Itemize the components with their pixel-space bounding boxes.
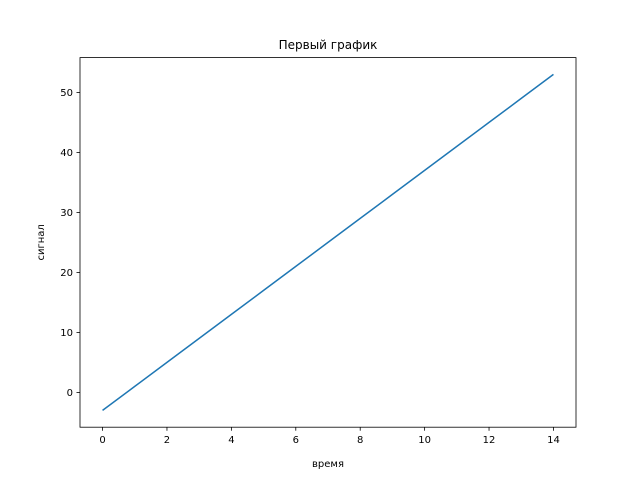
chart-title: Первый график	[279, 38, 378, 52]
y-tick-label: 40	[60, 148, 73, 159]
x-tick-label: 2	[164, 435, 170, 446]
y-tick-label: 10	[60, 328, 73, 339]
x-axis-label: время	[312, 459, 344, 470]
plot-area-frame	[79, 57, 577, 428]
x-tick-label: 6	[293, 435, 299, 446]
y-axis-label: сигнал	[36, 224, 47, 260]
y-tick-label: 50	[60, 88, 73, 99]
y-tick-label: 20	[60, 268, 73, 279]
x-tick-label: 14	[547, 435, 560, 446]
y-tick-label: 30	[60, 208, 73, 219]
x-tick-label: 8	[357, 435, 363, 446]
x-tick-label: 4	[228, 435, 234, 446]
series-line	[102, 73, 554, 412]
x-tick-label: 0	[99, 435, 105, 446]
x-tick-label: 10	[418, 435, 431, 446]
x-tick-label: 12	[483, 435, 496, 446]
y-tick-label: 0	[67, 388, 73, 399]
